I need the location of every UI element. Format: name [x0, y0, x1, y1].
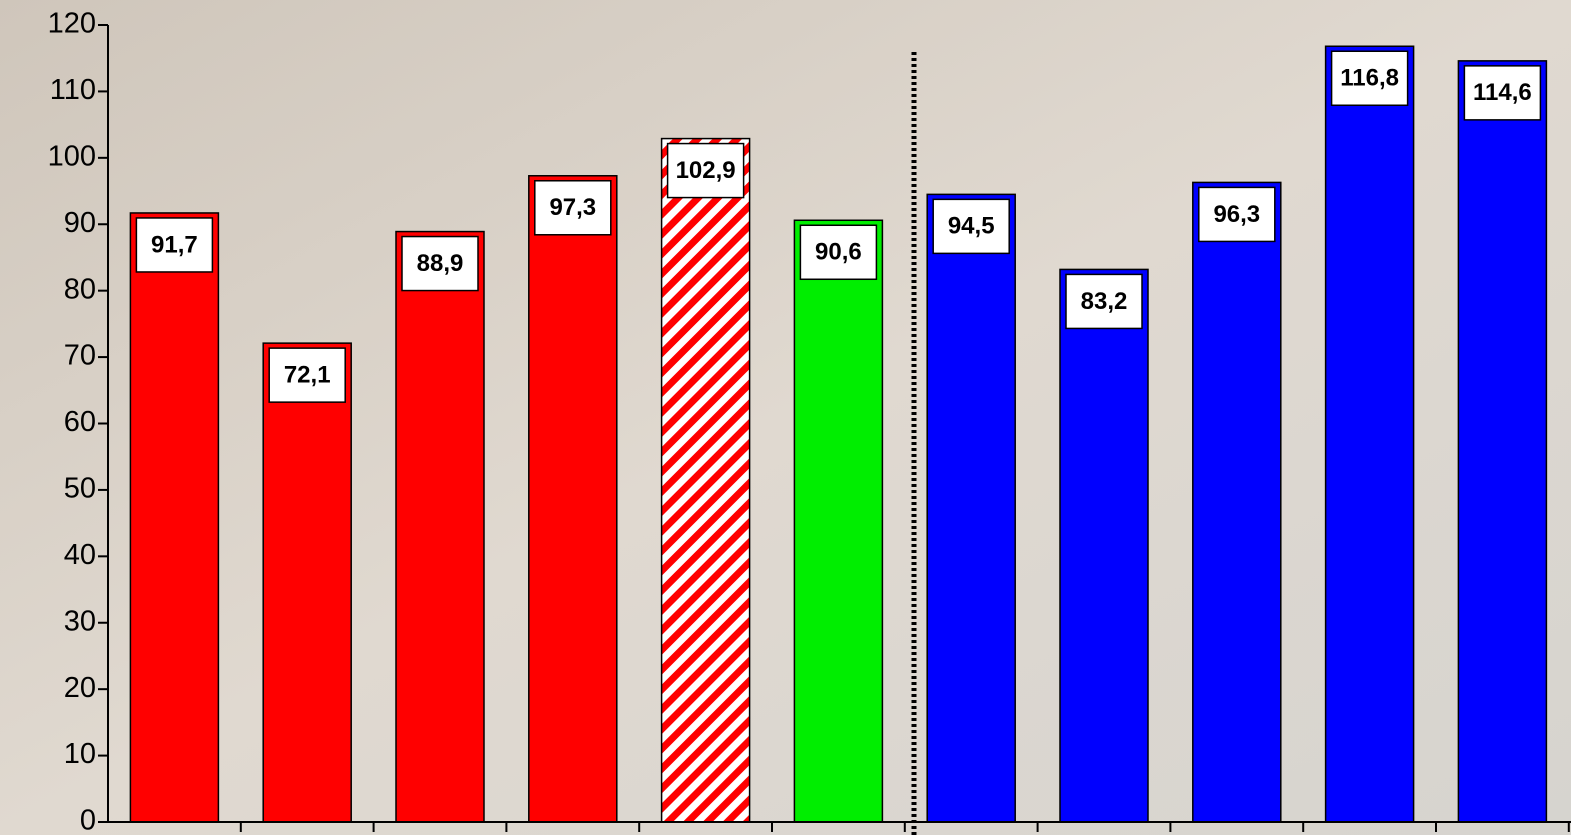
- bar: [1059, 268, 1149, 823]
- value-label-box: [799, 224, 878, 281]
- y-tick-label: 70: [64, 340, 96, 372]
- value-label: 114,6: [1473, 79, 1532, 106]
- value-label-box: [534, 180, 612, 236]
- value-label-box: [1330, 50, 1409, 107]
- y-tick-label: 120: [48, 8, 96, 40]
- bar: [926, 193, 1016, 823]
- value-label-box: [932, 198, 1010, 255]
- value-label-box: [135, 217, 214, 273]
- value-label: 83,2: [1081, 288, 1128, 315]
- bar: [528, 175, 618, 823]
- y-tick-label: 50: [64, 473, 96, 505]
- value-label: 97,3: [549, 194, 596, 221]
- value-label: 88,9: [417, 250, 464, 277]
- bar: [262, 342, 352, 823]
- y-tick-label: 30: [64, 605, 96, 637]
- bar: [793, 219, 884, 823]
- value-label-box: [1198, 186, 1276, 243]
- bar: [129, 212, 220, 823]
- value-label: 96,3: [1213, 201, 1260, 228]
- y-tick-label: 100: [48, 140, 96, 172]
- y-tick-label: 40: [64, 539, 96, 571]
- value-label-box: [666, 142, 745, 199]
- value-label: 116,8: [1340, 65, 1399, 92]
- y-tick-label: 110: [50, 74, 96, 106]
- value-label: 90,6: [815, 239, 862, 266]
- y-tick-label: 10: [64, 738, 96, 770]
- bar: [1324, 45, 1415, 823]
- value-label-box: [1463, 65, 1542, 121]
- value-label: 91,7: [151, 231, 198, 258]
- value-label-box: [1065, 273, 1143, 330]
- bar: [395, 230, 485, 823]
- y-tick-label: 20: [64, 672, 96, 704]
- value-label: 94,5: [948, 213, 995, 240]
- value-label-box: [268, 347, 346, 403]
- y-tick-label: 90: [64, 207, 96, 239]
- y-tick-label: 60: [64, 406, 96, 438]
- value-label: 102,9: [676, 157, 736, 184]
- bar: [660, 137, 751, 823]
- value-label-box: [401, 235, 479, 292]
- bar: [1457, 60, 1548, 823]
- value-label: 72,1: [284, 361, 331, 388]
- bar: [1192, 181, 1282, 823]
- y-tick-label: 80: [64, 273, 96, 305]
- y-tick-label: 0: [80, 805, 96, 835]
